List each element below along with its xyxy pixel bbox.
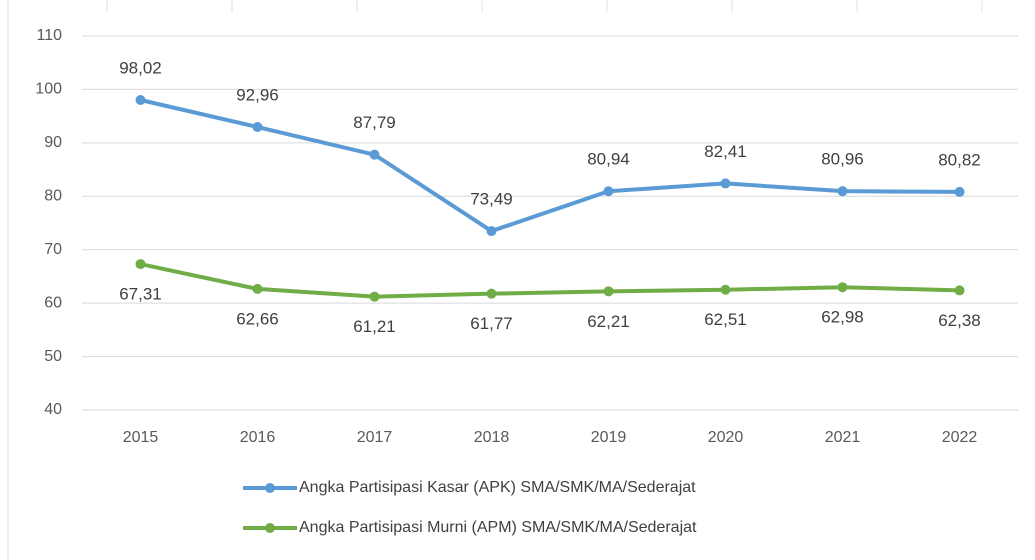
data-label: 61,21	[353, 317, 396, 336]
data-label: 87,79	[353, 113, 396, 132]
legend-marker	[265, 483, 275, 493]
data-label: 92,96	[236, 86, 279, 105]
y-tick-label: 110	[36, 27, 62, 44]
point	[486, 226, 497, 237]
point	[369, 149, 380, 160]
y-tick-label: 80	[44, 188, 62, 205]
point	[603, 286, 614, 297]
x-tick-label: 2022	[942, 429, 978, 446]
data-label: 80,82	[938, 150, 981, 169]
y-tick-label: 50	[44, 348, 62, 365]
point	[720, 284, 731, 295]
data-label: 80,96	[821, 150, 864, 169]
y-tick-label: 100	[35, 81, 62, 98]
series-line	[140, 262, 960, 299]
x-tick-label: 2016	[240, 429, 276, 446]
point	[837, 282, 848, 293]
point	[486, 288, 497, 299]
data-label: 62,51	[704, 310, 747, 329]
data-label: 62,98	[821, 308, 864, 327]
point	[369, 291, 380, 302]
y-tick-label: 70	[44, 241, 62, 258]
y-tick-label: 90	[44, 134, 62, 151]
data-label: 67,31	[119, 285, 162, 304]
data-label: 80,94	[587, 150, 630, 169]
data-label: 62,38	[938, 311, 981, 330]
point	[720, 178, 731, 189]
x-tick-label: 2017	[357, 429, 393, 446]
point	[954, 186, 965, 197]
x-tick-label: 2021	[825, 429, 861, 446]
point	[252, 283, 263, 294]
series-line	[140, 98, 960, 234]
legend-label: Angka Partisipasi Murni (APM) SMA/SMK/MA…	[299, 519, 697, 536]
data-label: 62,21	[587, 312, 630, 331]
data-label: 61,77	[470, 314, 513, 333]
point	[603, 186, 614, 197]
y-tick-label: 40	[44, 401, 62, 418]
data-label: 73,49	[470, 190, 513, 209]
legend-marker	[265, 523, 275, 533]
data-label: 62,66	[236, 309, 279, 328]
x-tick-label: 2015	[123, 429, 159, 446]
point	[252, 122, 263, 133]
sheet-lines	[7, 0, 983, 560]
y-tick-label: 60	[44, 294, 62, 311]
x-tick-label: 2018	[474, 429, 510, 446]
point	[837, 186, 848, 197]
data-label: 98,02	[119, 58, 162, 77]
point	[954, 285, 965, 296]
data-label: 82,41	[704, 142, 747, 161]
point	[135, 259, 146, 270]
x-tick-label: 2020	[708, 429, 744, 446]
legend-label: Angka Partisipasi Kasar (APK) SMA/SMK/MA…	[299, 479, 696, 496]
x-tick-label: 2019	[591, 429, 627, 446]
point	[135, 95, 146, 106]
